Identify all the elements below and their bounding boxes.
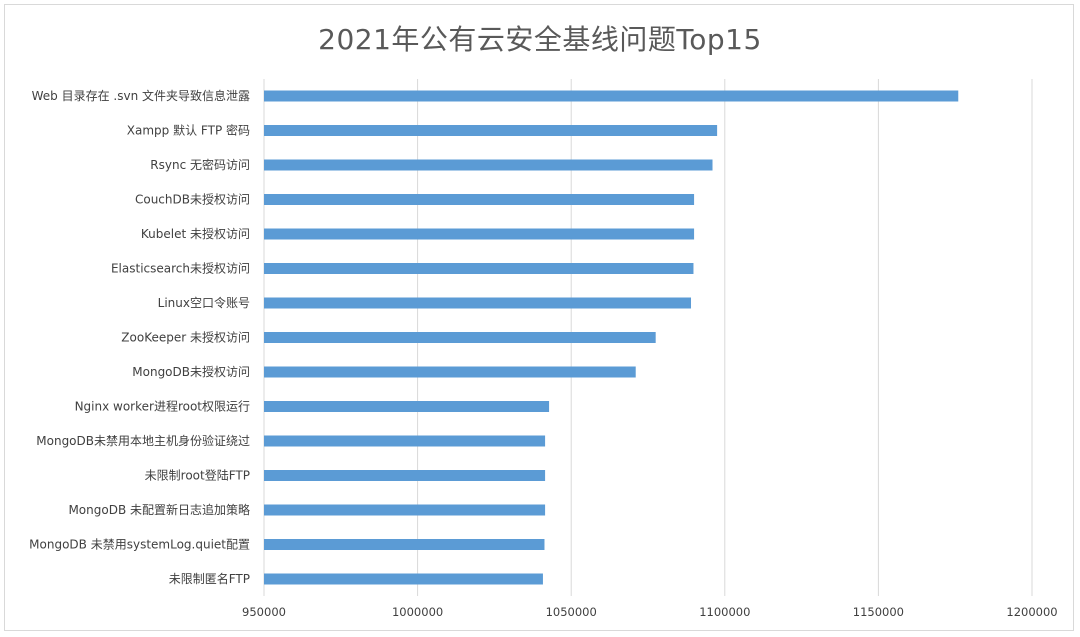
- chart-title: 2021年公有云安全基线问题Top15: [318, 23, 762, 56]
- category-label: Linux空口令账号: [158, 295, 250, 310]
- bar: [264, 194, 695, 205]
- bar: [264, 573, 543, 585]
- category-label: MongoDB未禁用本地主机身份验证绕过: [36, 433, 250, 448]
- bar: [264, 504, 546, 516]
- category-label: MongoDB未授权访问: [132, 364, 250, 379]
- x-tick-label: 1000000: [392, 605, 443, 619]
- x-tick-label: 1050000: [546, 605, 597, 619]
- category-label: Web 目录存在 .svn 文件夹导致信息泄露: [32, 88, 250, 103]
- category-label: 未限制root登陆FTP: [145, 468, 250, 483]
- chart-frame: [4, 4, 1074, 631]
- bar: [264, 263, 694, 274]
- x-tick-label: 1150000: [853, 605, 904, 619]
- bar: [264, 125, 718, 136]
- category-label: CouchDB未授权访问: [135, 192, 250, 207]
- category-label: Elasticsearch未授权访问: [111, 261, 250, 276]
- bar: [264, 332, 656, 343]
- x-tick-label: 950000: [242, 605, 286, 619]
- category-label: MongoDB 未禁用systemLog.quiet配置: [29, 538, 250, 552]
- category-label: MongoDB 未配置新日志追加策略: [68, 502, 250, 517]
- x-tick-label: 1200000: [1006, 605, 1057, 619]
- bar: [264, 297, 692, 309]
- x-tick-label: 1100000: [699, 605, 750, 619]
- category-label: ZooKeeper 未授权访问: [121, 330, 250, 345]
- bar: [264, 228, 695, 240]
- bar: [264, 435, 546, 447]
- bar: [264, 90, 959, 102]
- bar: [264, 539, 545, 550]
- category-label: 未限制匿名FTP: [169, 571, 250, 586]
- bars: [264, 90, 959, 585]
- category-label: Rsync 无密码访问: [150, 157, 250, 172]
- bar: [264, 401, 550, 412]
- x-axis-tick-labels: 950000 1000000 1050000 1100000 1150000 120000…: [242, 605, 1058, 619]
- category-label: Xampp 默认 FTP 密码: [127, 123, 250, 138]
- bar: [264, 366, 636, 378]
- bar: [264, 159, 713, 171]
- category-label: Nginx worker进程root权限运行: [75, 399, 250, 414]
- bar: [264, 470, 546, 481]
- category-label: Kubelet 未授权访问: [141, 226, 250, 241]
- category-labels: Web 目录存在 .svn 文件夹导致信息泄露 Xampp 默认 FTP 密码 Rs…: [29, 88, 250, 586]
